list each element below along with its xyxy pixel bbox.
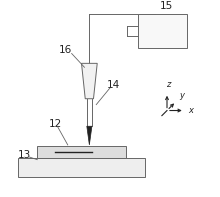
Text: 16: 16 bbox=[59, 45, 72, 55]
Polygon shape bbox=[138, 14, 187, 48]
Text: x: x bbox=[188, 106, 193, 115]
Text: 14: 14 bbox=[107, 80, 121, 90]
Text: 13: 13 bbox=[18, 150, 31, 160]
Polygon shape bbox=[37, 146, 126, 158]
Polygon shape bbox=[81, 63, 97, 99]
Text: 15: 15 bbox=[160, 1, 173, 11]
Polygon shape bbox=[18, 158, 145, 177]
Text: 12: 12 bbox=[48, 119, 62, 129]
Text: z: z bbox=[166, 80, 171, 89]
Polygon shape bbox=[87, 126, 92, 145]
Text: y: y bbox=[179, 91, 184, 100]
